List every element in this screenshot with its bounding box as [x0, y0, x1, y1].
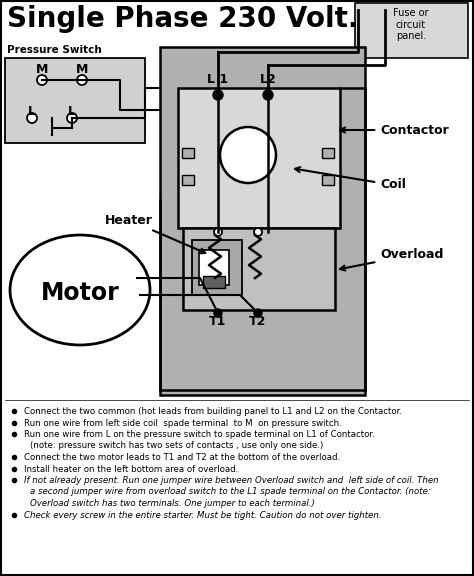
Circle shape — [27, 113, 37, 123]
Text: L: L — [68, 105, 76, 118]
Text: Install heater on the left bottom area of overload.: Install heater on the left bottom area o… — [24, 464, 238, 473]
Bar — [192, 240, 242, 295]
Bar — [322, 148, 334, 158]
Bar — [182, 175, 194, 185]
Text: Heater: Heater — [105, 214, 205, 253]
Circle shape — [254, 309, 262, 317]
Text: Connect the two common (hot leads from building panel to L1 and L2 on the Contac: Connect the two common (hot leads from b… — [24, 407, 402, 416]
Text: Overload switch has two terminals. One jumper to each terminal.): Overload switch has two terminals. One j… — [30, 499, 315, 508]
Text: Run one wire from L on the pressure switch to spade terminal on L1 of Contactor.: Run one wire from L on the pressure swit… — [24, 430, 375, 439]
Bar — [183, 228, 335, 310]
Text: T2: T2 — [249, 315, 267, 328]
Bar — [160, 47, 365, 395]
Circle shape — [263, 90, 273, 100]
Text: Run one wire from left side coil  spade terminal  to M  on pressure switch.: Run one wire from left side coil spade t… — [24, 419, 342, 427]
Text: L 1: L 1 — [208, 73, 228, 86]
Text: Connect the two motor leads to T1 and T2 at the bottom of the overload.: Connect the two motor leads to T1 and T2… — [24, 453, 340, 462]
Bar — [322, 175, 334, 185]
Text: Pressure Switch: Pressure Switch — [7, 45, 102, 55]
Circle shape — [220, 127, 276, 183]
Text: Coil: Coil — [295, 167, 406, 191]
Text: M: M — [36, 63, 48, 76]
Text: Contactor: Contactor — [340, 123, 449, 137]
Text: If not already present. Run one jumper wire between Overload switch and  left si: If not already present. Run one jumper w… — [24, 476, 438, 485]
Bar — [203, 276, 225, 288]
Bar — [178, 88, 340, 228]
Text: (note: pressure switch has two sets of contacts , use only one side.): (note: pressure switch has two sets of c… — [30, 441, 323, 450]
Text: Fuse or
circuit
panel.: Fuse or circuit panel. — [393, 8, 429, 41]
Text: Check every screw in the entire starter. Must be tight. Caution do not over tigh: Check every screw in the entire starter.… — [24, 510, 382, 520]
Circle shape — [214, 309, 222, 317]
Circle shape — [37, 75, 47, 85]
Text: a second jumper wire from overload switch to the L1 spade terminal on the Contac: a second jumper wire from overload switc… — [30, 487, 431, 497]
Bar — [182, 148, 194, 158]
Text: L2: L2 — [260, 73, 276, 86]
Bar — [199, 250, 229, 285]
Circle shape — [77, 75, 87, 85]
Bar — [5, 58, 145, 143]
Text: L: L — [28, 105, 36, 118]
Ellipse shape — [10, 235, 150, 345]
Circle shape — [214, 228, 222, 236]
Text: Overload: Overload — [340, 248, 443, 271]
Text: Single Phase 230 Volt.: Single Phase 230 Volt. — [7, 5, 358, 33]
Text: M: M — [76, 63, 88, 76]
Text: Motor: Motor — [41, 281, 119, 305]
Circle shape — [213, 90, 223, 100]
Circle shape — [254, 228, 262, 236]
Bar — [355, 3, 468, 58]
Text: T1: T1 — [210, 315, 227, 328]
Circle shape — [67, 113, 77, 123]
